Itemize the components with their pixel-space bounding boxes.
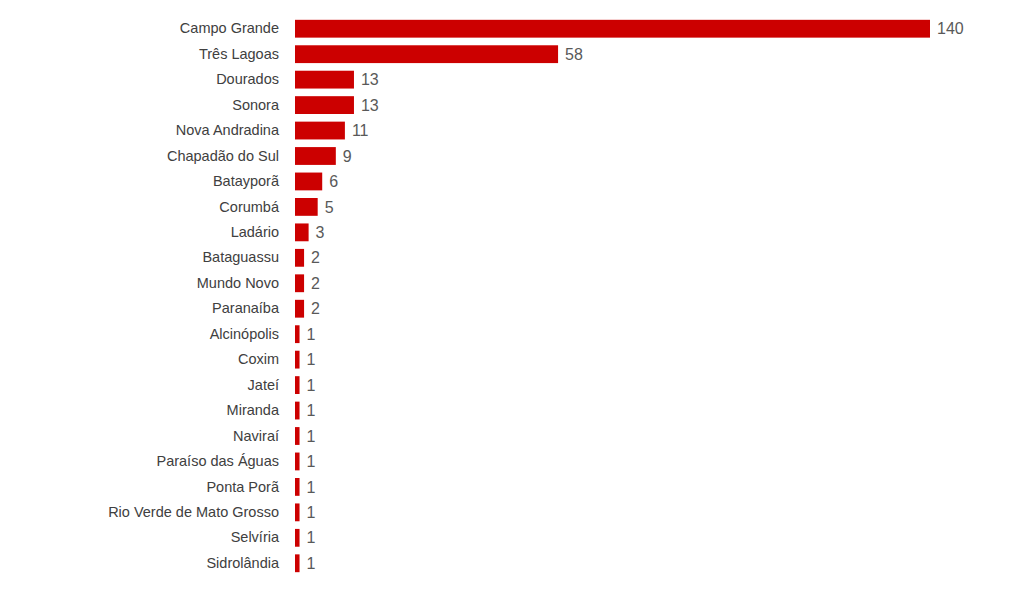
data-label: 58 <box>565 46 583 63</box>
tick: Ponta Porã <box>206 479 279 495</box>
bar <box>295 20 930 38</box>
data-label: 1 <box>307 529 316 546</box>
tick-label: Chapadão do Sul <box>167 148 279 164</box>
bar <box>295 198 318 216</box>
data-label: 2 <box>311 275 320 292</box>
tick-label: Corumbá <box>219 199 280 215</box>
tick-label: Mundo Novo <box>197 275 279 291</box>
bar <box>295 554 300 572</box>
data-label: 1 <box>307 402 316 419</box>
tick-label: Miranda <box>227 402 280 418</box>
bar <box>295 173 322 191</box>
tick: Ladário <box>231 224 279 240</box>
bars <box>295 20 930 572</box>
tick: Batayporã <box>213 173 280 189</box>
tick-label: Naviraí <box>233 428 279 444</box>
tick: Corumbá <box>219 199 280 215</box>
tick-label: Coxim <box>238 351 279 367</box>
bar <box>295 223 309 241</box>
tick: Sidrolândia <box>206 555 279 571</box>
tick-label: Ladário <box>231 224 279 240</box>
data-label: 1 <box>307 479 316 496</box>
tick: Naviraí <box>233 428 279 444</box>
tick-label: Dourados <box>216 71 279 87</box>
bar <box>295 453 300 471</box>
bar <box>295 325 300 343</box>
bar <box>295 96 354 114</box>
tick-label: Bataguassu <box>202 249 279 265</box>
data-label: 1 <box>307 326 316 343</box>
bar <box>295 71 354 89</box>
bar <box>295 478 300 496</box>
y-axis: Campo Grande Três Lagoas Dourados Sonora Nov… <box>108 20 280 571</box>
bar <box>295 274 304 292</box>
tick-label: Ponta Porã <box>206 479 279 495</box>
bar <box>295 402 300 420</box>
tick: Nova Andradina <box>176 122 280 138</box>
tick-label: Sonora <box>232 97 280 113</box>
tick: Jateí <box>248 377 279 393</box>
data-label: 1 <box>307 377 316 394</box>
tick: Alcinópolis <box>210 326 279 342</box>
data-label: 2 <box>311 249 320 266</box>
bar <box>295 351 300 369</box>
data-label: 1 <box>307 504 316 521</box>
tick-label: Selvíria <box>231 529 280 545</box>
data-label: 1 <box>307 351 316 368</box>
data-label: 2 <box>311 300 320 317</box>
tick: Mundo Novo <box>197 275 279 291</box>
tick-label: Rio Verde de Mato Grosso <box>108 504 279 520</box>
bar <box>295 529 300 547</box>
bar <box>295 122 345 140</box>
data-label: 5 <box>325 199 334 216</box>
data-label: 13 <box>361 97 379 114</box>
tick-label: Três Lagoas <box>199 46 279 62</box>
tick: Dourados <box>216 71 279 87</box>
chart: Campo Grande Três Lagoas Dourados Sonora Nov… <box>0 0 1024 602</box>
tick: Chapadão do Sul <box>167 148 279 164</box>
tick-label: Campo Grande <box>180 20 279 36</box>
bar <box>295 376 300 394</box>
tick-label: Jateí <box>248 377 279 393</box>
bar <box>295 147 336 165</box>
bar <box>295 300 304 318</box>
data-label: 13 <box>361 71 379 88</box>
data-label: 9 <box>343 148 352 165</box>
data-label: 3 <box>316 224 325 241</box>
tick: Rio Verde de Mato Grosso <box>108 504 279 520</box>
tick: Campo Grande <box>180 20 279 36</box>
tick: Paranaíba <box>212 300 280 316</box>
data-label: 140 <box>937 20 964 37</box>
bar <box>295 45 558 63</box>
tick-label: Paraíso das Águas <box>156 453 279 469</box>
bar <box>295 503 300 521</box>
tick-label: Nova Andradina <box>176 122 280 138</box>
tick: Paraíso das Águas <box>156 453 279 469</box>
tick: Miranda <box>227 402 280 418</box>
tick: Sonora <box>232 97 280 113</box>
data-labels: 1405813131196532221111111111 <box>307 20 964 572</box>
tick: Três Lagoas <box>199 46 279 62</box>
tick: Bataguassu <box>202 249 279 265</box>
data-label: 1 <box>307 428 316 445</box>
data-label: 11 <box>352 122 369 139</box>
tick-label: Batayporã <box>213 173 280 189</box>
tick-label: Alcinópolis <box>210 326 279 342</box>
data-label: 1 <box>307 555 316 572</box>
data-label: 1 <box>307 453 316 470</box>
tick-label: Paranaíba <box>212 300 280 316</box>
bar <box>295 427 300 445</box>
tick: Selvíria <box>231 529 280 545</box>
data-label: 6 <box>329 173 338 190</box>
tick: Coxim <box>238 351 279 367</box>
bar <box>295 249 304 267</box>
tick-label: Sidrolândia <box>206 555 279 571</box>
